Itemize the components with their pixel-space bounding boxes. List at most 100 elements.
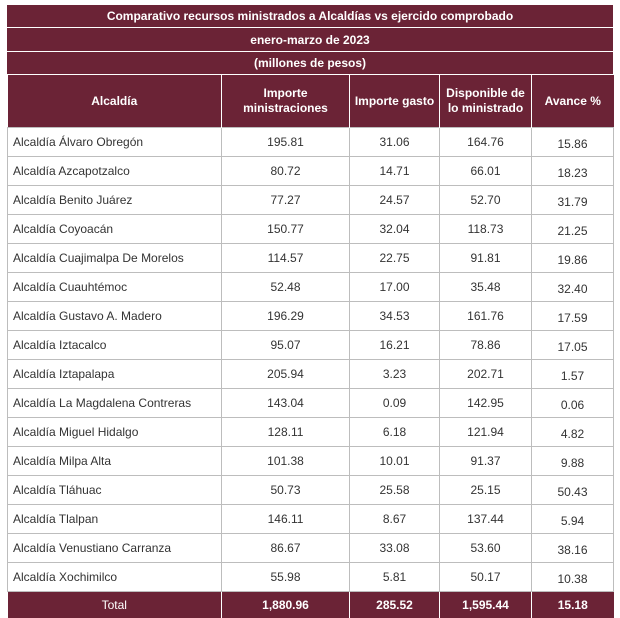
avance-cell: 9.88 — [532, 447, 614, 476]
avance-cell: 5.94 — [532, 505, 614, 534]
avance-cell: 17.59 — [532, 302, 614, 331]
disponible-cell: 91.81 — [440, 244, 532, 273]
gasto-cell: 3.23 — [350, 360, 440, 389]
ministraciones-cell: 128.11 — [222, 418, 350, 447]
alcaldia-cell: Alcaldía Cuauhtémoc — [8, 273, 222, 302]
alcaldia-cell: Alcaldía Venustiano Carranza — [8, 534, 222, 563]
avance-cell: 17.05 — [532, 331, 614, 360]
avance-cell: 19.86 — [532, 244, 614, 273]
gasto-cell: 16.21 — [350, 331, 440, 360]
gasto-cell: 17.00 — [350, 273, 440, 302]
ministraciones-cell: 52.48 — [222, 273, 350, 302]
avance-cell: 32.40 — [532, 273, 614, 302]
table-period: enero-marzo de 2023 — [7, 28, 613, 52]
alcaldia-cell: Alcaldía Azcapotzalco — [8, 157, 222, 186]
gasto-cell: 32.04 — [350, 215, 440, 244]
ministraciones-cell: 205.94 — [222, 360, 350, 389]
gasto-cell: 6.18 — [350, 418, 440, 447]
alcaldia-cell: Alcaldía La Magdalena Contreras — [8, 389, 222, 418]
alcaldia-cell: Alcaldía Tláhuac — [8, 476, 222, 505]
alcaldia-cell: Alcaldía Xochimilco — [8, 563, 222, 592]
header-importe-gasto: Importe gasto — [350, 75, 440, 128]
avance-cell: 4.82 — [532, 418, 614, 447]
avance-cell: 31.79 — [532, 186, 614, 215]
disponible-cell: 202.71 — [440, 360, 532, 389]
alcaldia-cell: Alcaldía Milpa Alta — [8, 447, 222, 476]
disponible-cell: 53.60 — [440, 534, 532, 563]
alcaldia-cell: Alcaldía Coyoacán — [8, 215, 222, 244]
avance-cell: 50.43 — [532, 476, 614, 505]
ministraciones-cell: 80.72 — [222, 157, 350, 186]
avance-cell: 21.25 — [532, 215, 614, 244]
ministraciones-cell: 196.29 — [222, 302, 350, 331]
gasto-cell: 33.08 — [350, 534, 440, 563]
disponible-cell: 118.73 — [440, 215, 532, 244]
avance-cell: 0.06 — [532, 389, 614, 418]
disponible-cell: 91.37 — [440, 447, 532, 476]
gasto-cell: 5.81 — [350, 563, 440, 592]
ministraciones-cell: 146.11 — [222, 505, 350, 534]
alcaldia-cell: Alcaldía Cuajimalpa De Morelos — [8, 244, 222, 273]
gasto-cell: 22.75 — [350, 244, 440, 273]
avance-cell: 15.86 — [532, 128, 614, 157]
total-ministraciones: 1,880.96 — [222, 592, 350, 618]
gasto-cell: 8.67 — [350, 505, 440, 534]
total-disponible: 1,595.44 — [440, 592, 532, 618]
disponible-cell: 78.86 — [440, 331, 532, 360]
header-importe-ministraciones: Importe ministraciones — [222, 75, 350, 128]
ministraciones-cell: 101.38 — [222, 447, 350, 476]
total-gasto: 285.52 — [350, 592, 440, 618]
gasto-cell: 10.01 — [350, 447, 440, 476]
disponible-cell: 121.94 — [440, 418, 532, 447]
gasto-cell: 0.09 — [350, 389, 440, 418]
total-label: Total — [8, 592, 222, 618]
header-disponible: Disponible de lo ministrado — [440, 75, 532, 128]
disponible-cell: 164.76 — [440, 128, 532, 157]
alcaldia-cell: Alcaldía Benito Juárez — [8, 186, 222, 215]
ministraciones-cell: 143.04 — [222, 389, 350, 418]
ministraciones-cell: 95.07 — [222, 331, 350, 360]
ministraciones-cell: 50.73 — [222, 476, 350, 505]
alcaldia-cell: Alcaldía Álvaro Obregón — [8, 128, 222, 157]
disponible-cell: 35.48 — [440, 273, 532, 302]
header-row: Alcaldía Importe ministraciones Importe … — [8, 75, 614, 128]
alcaldia-cell: Alcaldía Iztacalco — [8, 331, 222, 360]
disponible-cell: 142.95 — [440, 389, 532, 418]
disponible-cell: 66.01 — [440, 157, 532, 186]
gasto-cell: 14.71 — [350, 157, 440, 186]
report-table-container: Comparativo recursos ministrados a Alcal… — [7, 5, 613, 618]
alcaldias-table: Alcaldía Importe ministraciones Importe … — [7, 75, 614, 618]
total-avance: 15.18 — [532, 592, 614, 618]
disponible-cell: 161.76 — [440, 302, 532, 331]
disponible-cell: 137.44 — [440, 505, 532, 534]
table-title: Comparativo recursos ministrados a Alcal… — [7, 5, 613, 28]
table-units: (millones de pesos) — [7, 52, 613, 75]
alcaldia-cell: Alcaldía Iztapalapa — [8, 360, 222, 389]
ministraciones-cell: 55.98 — [222, 563, 350, 592]
avance-cell: 1.57 — [532, 360, 614, 389]
ministraciones-cell: 150.77 — [222, 215, 350, 244]
avance-cell: 10.38 — [532, 563, 614, 592]
ministraciones-cell: 195.81 — [222, 128, 350, 157]
alcaldia-cell: Alcaldía Miguel Hidalgo — [8, 418, 222, 447]
header-alcaldia: Alcaldía — [8, 75, 222, 128]
ministraciones-cell: 114.57 — [222, 244, 350, 273]
gasto-cell: 25.58 — [350, 476, 440, 505]
alcaldia-cell: Alcaldía Gustavo A. Madero — [8, 302, 222, 331]
